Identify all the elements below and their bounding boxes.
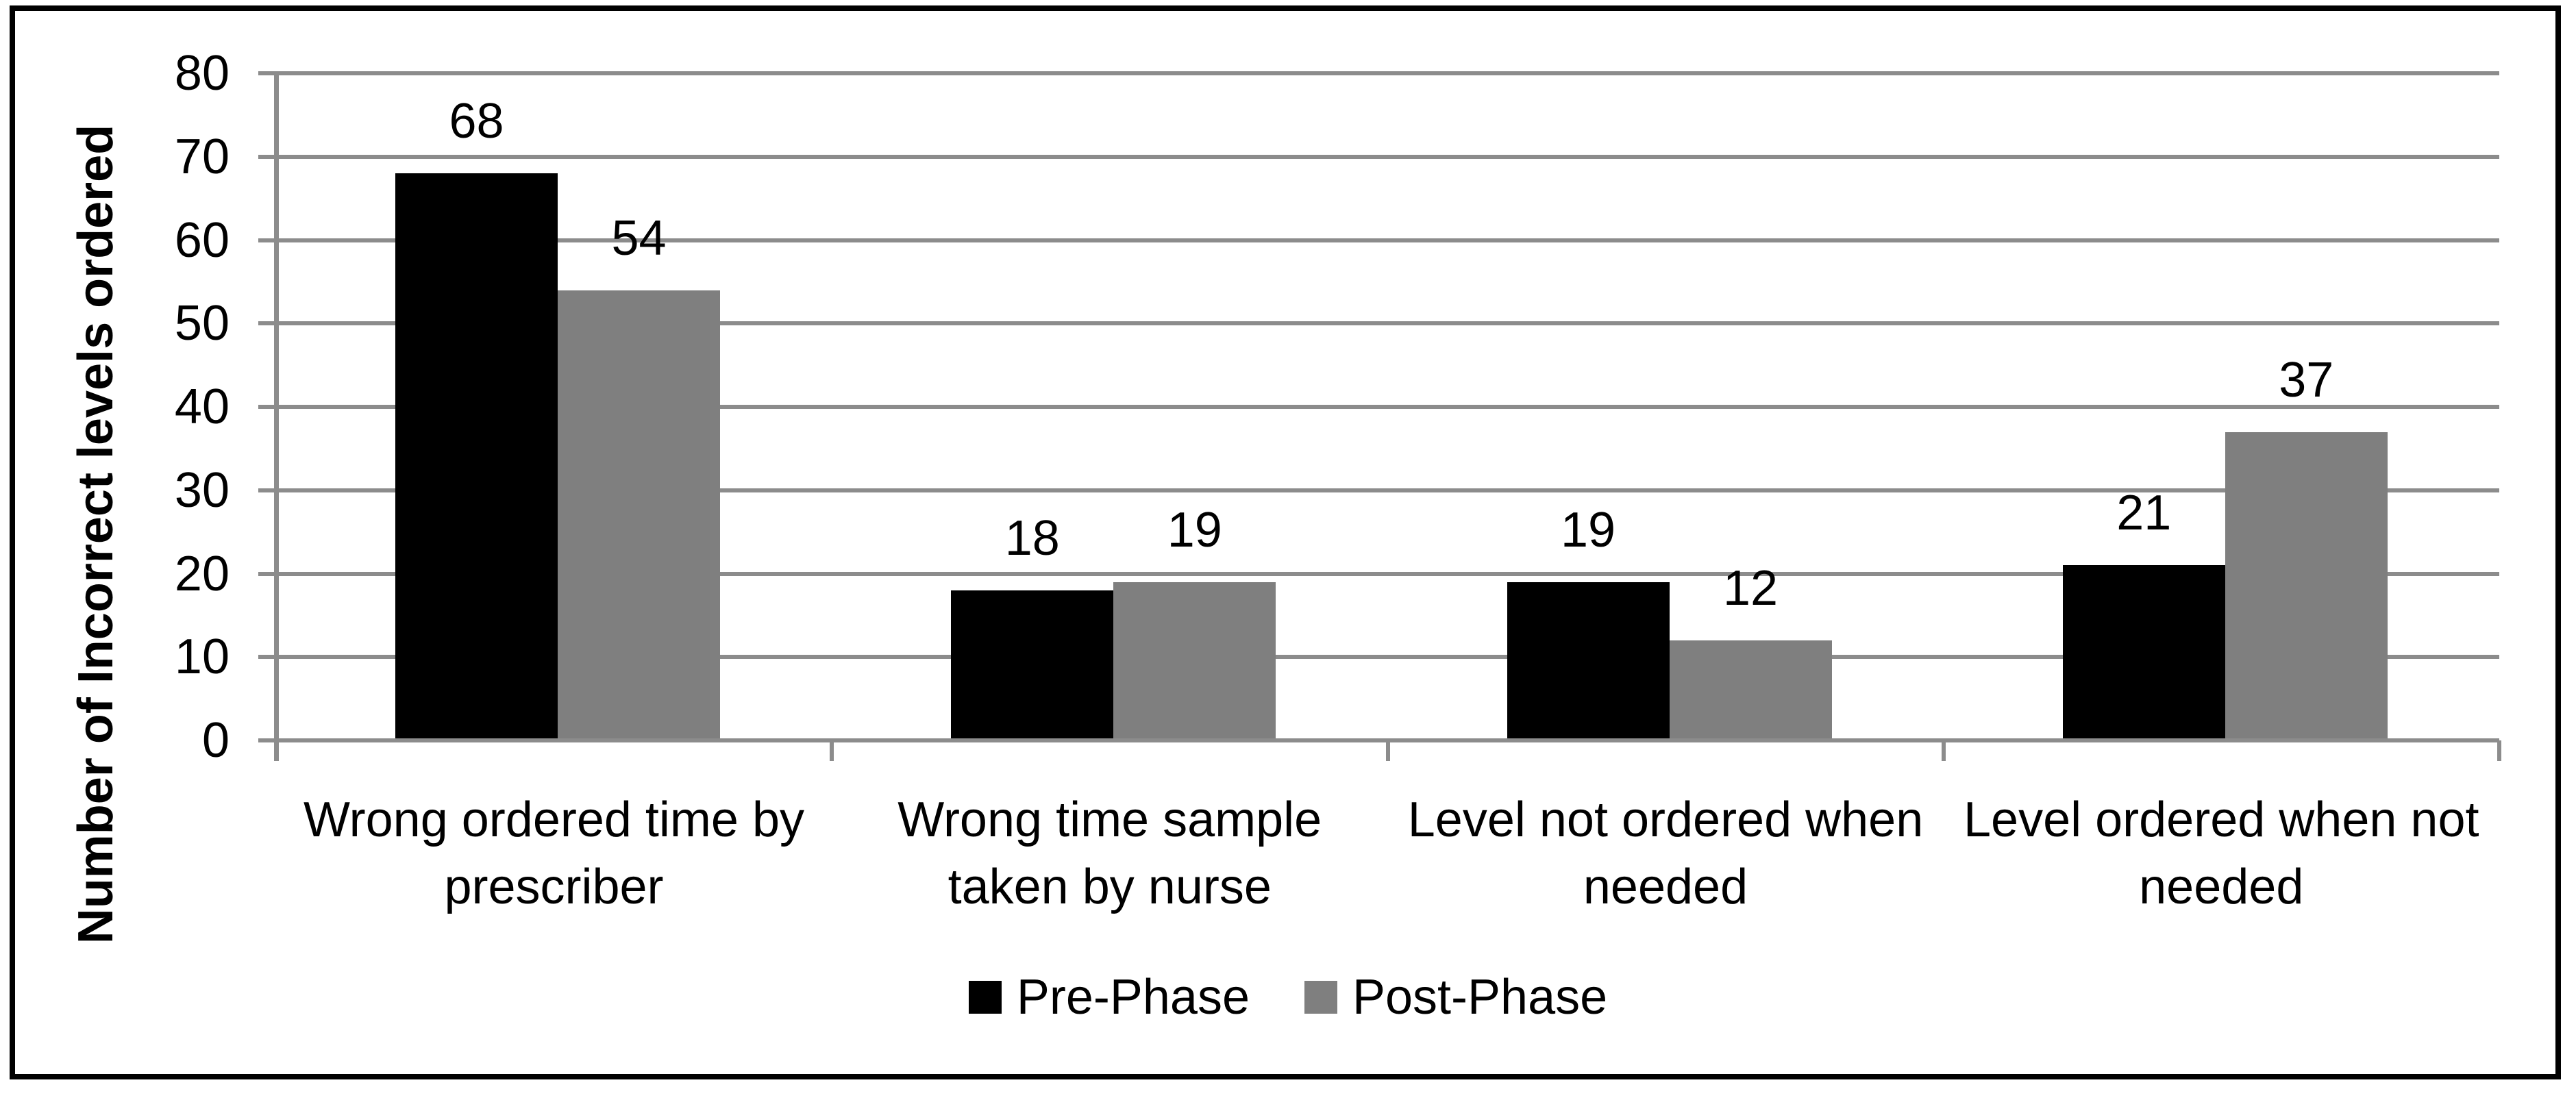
bar-value-label: 37 <box>2279 352 2334 408</box>
y-tick-label: 40 <box>174 379 230 434</box>
y-tick-label: 10 <box>174 629 230 685</box>
y-tick-label: 80 <box>174 46 230 101</box>
gridline-y-20 <box>258 571 2499 576</box>
x-tick-mark <box>274 740 278 761</box>
gridline-y-30 <box>258 488 2499 492</box>
bar-post-phase <box>558 290 720 740</box>
legend-swatch-post-phase <box>1304 981 1337 1014</box>
gridline-y-50 <box>258 321 2499 326</box>
x-tick-mark <box>1941 740 1946 761</box>
gridline-y-60 <box>258 238 2499 242</box>
x-tick-mark <box>2497 740 2501 761</box>
y-tick-label: 70 <box>174 129 230 184</box>
gridline-y-80 <box>258 71 2499 75</box>
legend-item-pre-phase: Pre-Phase <box>968 967 1250 1027</box>
chart-border-frame <box>10 5 2561 1079</box>
bar-pre-phase <box>395 173 558 740</box>
legend-label: Post-Phase <box>1352 970 1608 1025</box>
y-tick-label: 30 <box>174 462 230 518</box>
x-tick-mark <box>1385 740 1390 761</box>
x-axis-line <box>258 738 2499 742</box>
category-label: Level ordered when not needed <box>1963 792 2479 914</box>
y-tick-label: 20 <box>174 546 230 601</box>
gridline-y-70 <box>258 154 2499 159</box>
bar-value-label: 21 <box>2116 486 2172 541</box>
category-label: Level not ordered when needed <box>1407 792 1924 914</box>
legend: Pre-Phase Post-Phase <box>0 967 2576 1027</box>
category-label: Wrong time sample taken by nurse <box>897 792 1322 914</box>
legend-swatch-pre-phase <box>968 981 1002 1014</box>
y-tick-label: 60 <box>174 212 230 268</box>
legend-label: Pre-Phase <box>1016 970 1250 1025</box>
bar-pre-phase <box>951 590 1114 740</box>
bar-post-phase <box>1113 582 1276 740</box>
y-tick-label: 0 <box>201 713 230 768</box>
bar-value-label: 54 <box>611 210 667 266</box>
x-tick-mark <box>830 740 834 761</box>
bar-pre-phase <box>1507 582 1670 740</box>
category-label: Wrong ordered time by prescriber <box>303 792 804 914</box>
bar-value-label: 68 <box>449 94 504 149</box>
legend-item-post-phase: Post-Phase <box>1304 967 1607 1027</box>
bar-post-phase <box>1669 640 1832 740</box>
bar-value-label: 12 <box>1722 560 1779 616</box>
y-axis-line <box>274 73 279 761</box>
gridline-y-10 <box>258 655 2499 660</box>
y-tick-label: 50 <box>174 296 230 351</box>
bar-value-label: 18 <box>1004 510 1060 566</box>
bar-pre-phase <box>2062 565 2225 740</box>
bar-value-label: 19 <box>1560 502 1616 558</box>
gridline-y-40 <box>258 405 2499 409</box>
bar-value-label: 19 <box>1167 502 1222 558</box>
bar-post-phase <box>2225 432 2388 740</box>
